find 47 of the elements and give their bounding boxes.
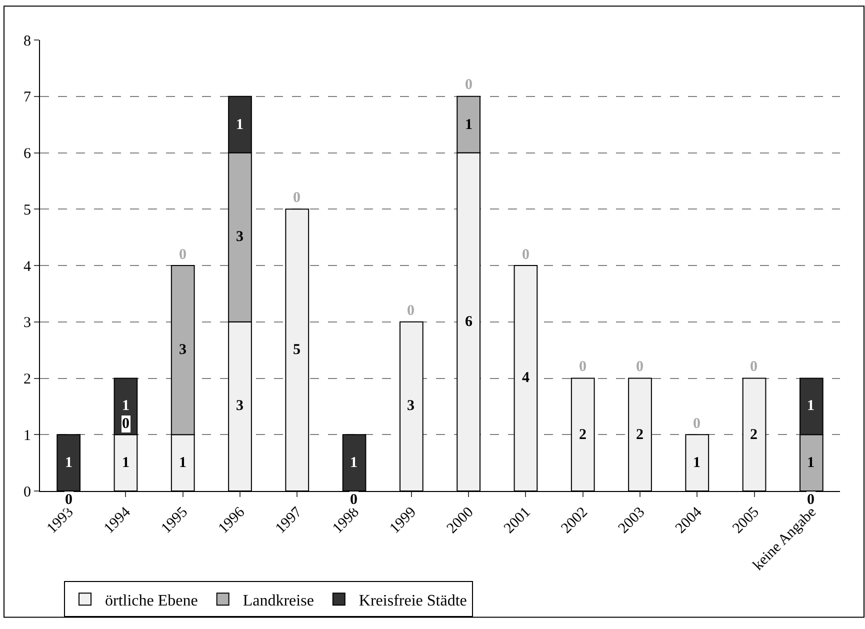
data-label: 1 [465, 117, 472, 133]
data-label: 1 [179, 455, 186, 471]
legend-label: Kreisfreie Städte [358, 592, 467, 610]
y-tick-label: 7 [24, 90, 32, 106]
data-label: 0 [465, 77, 472, 93]
legend-label: örtliche Ebene [105, 592, 198, 610]
data-label: 1 [65, 455, 72, 471]
data-label: 2 [579, 427, 586, 443]
data-label: 0 [179, 247, 186, 263]
data-label: 0 [522, 247, 530, 263]
data-label: 0 [122, 416, 130, 432]
y-tick-label: 1 [24, 428, 31, 444]
data-label: 2 [750, 427, 758, 443]
data-label: 1 [122, 455, 130, 471]
y-tick-label: 4 [24, 258, 32, 275]
data-label: 0 [65, 492, 72, 508]
data-label: 1 [693, 455, 700, 471]
y-tick-label: 6 [24, 146, 32, 162]
x-tick-label: 1999 [387, 504, 420, 537]
data-label: 0 [807, 492, 814, 508]
data-label: 1 [807, 398, 814, 414]
data-label: 0 [579, 359, 586, 375]
data-label: 3 [236, 398, 244, 414]
data-label: 0 [750, 359, 758, 375]
data-label: 1 [807, 455, 814, 471]
data-label: 3 [407, 398, 414, 414]
data-label: 1 [122, 398, 130, 414]
data-label: 0 [293, 190, 300, 206]
y-tick-label: 3 [24, 315, 31, 332]
data-label: 4 [522, 370, 530, 386]
data-label: 0 [636, 359, 644, 375]
data-label: 2 [636, 427, 644, 443]
data-label: 0 [350, 492, 358, 508]
data-label: 1 [350, 455, 358, 471]
data-label: 0 [693, 416, 700, 432]
data-label: 5 [293, 342, 300, 358]
data-label: 6 [465, 314, 473, 330]
data-label: 0 [407, 303, 414, 319]
y-tick-label: 5 [24, 202, 31, 218]
y-tick-label: 0 [24, 484, 31, 500]
data-label: 1 [236, 117, 244, 133]
data-label: 3 [236, 229, 244, 245]
legend-label: Landkreise [242, 592, 314, 610]
data-label: 3 [179, 342, 186, 358]
y-tick-label: 8 [24, 33, 31, 50]
x-tick-label: 2001 [501, 504, 534, 537]
y-tick-label: 2 [24, 372, 31, 388]
